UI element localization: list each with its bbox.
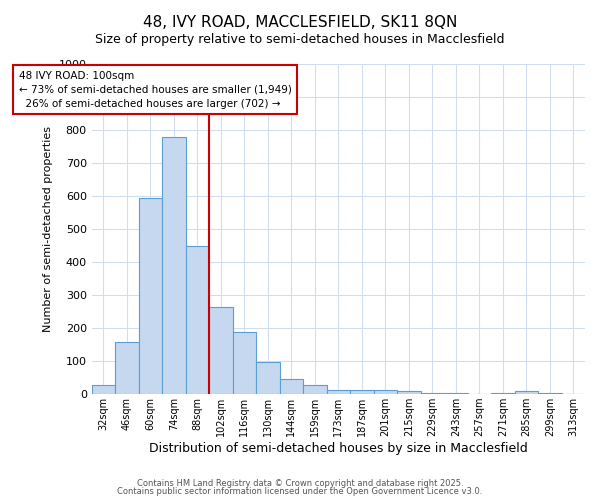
Bar: [92, 385, 115, 394]
Bar: [209, 306, 233, 394]
Bar: [374, 390, 397, 394]
Bar: [303, 385, 326, 394]
Text: Contains public sector information licensed under the Open Government Licence v3: Contains public sector information licen…: [118, 487, 482, 496]
X-axis label: Distribution of semi-detached houses by size in Macclesfield: Distribution of semi-detached houses by …: [149, 442, 528, 455]
Bar: [162, 136, 185, 394]
Text: Contains HM Land Registry data © Crown copyright and database right 2025.: Contains HM Land Registry data © Crown c…: [137, 478, 463, 488]
Bar: [350, 390, 374, 394]
Text: 48, IVY ROAD, MACCLESFIELD, SK11 8QN: 48, IVY ROAD, MACCLESFIELD, SK11 8QN: [143, 15, 457, 30]
Bar: [233, 332, 256, 394]
Bar: [256, 362, 280, 394]
Text: 48 IVY ROAD: 100sqm
← 73% of semi-detached houses are smaller (1,949)
  26% of s: 48 IVY ROAD: 100sqm ← 73% of semi-detach…: [19, 70, 292, 108]
Bar: [326, 390, 350, 394]
Y-axis label: Number of semi-detached properties: Number of semi-detached properties: [43, 126, 53, 332]
Bar: [115, 342, 139, 394]
Bar: [515, 391, 538, 394]
Bar: [185, 246, 209, 394]
Bar: [421, 392, 444, 394]
Bar: [444, 393, 467, 394]
Bar: [491, 392, 515, 394]
Bar: [280, 378, 303, 394]
Bar: [139, 198, 162, 394]
Text: Size of property relative to semi-detached houses in Macclesfield: Size of property relative to semi-detach…: [95, 32, 505, 46]
Bar: [538, 393, 562, 394]
Bar: [397, 390, 421, 394]
